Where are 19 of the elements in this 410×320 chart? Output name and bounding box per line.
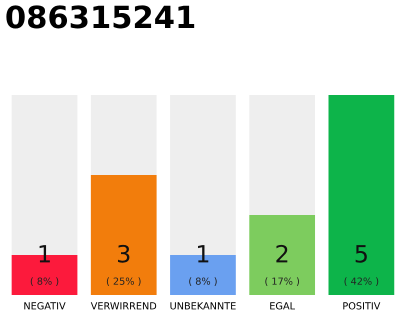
data-label: 5 bbox=[356, 245, 367, 263]
x-tick-label: POSITIV bbox=[343, 302, 380, 310]
chart-title: 086315241 bbox=[6, 5, 194, 28]
data-label: 2 bbox=[276, 244, 288, 262]
annotation: ( 25% ) bbox=[106, 277, 141, 286]
bar bbox=[90, 95, 157, 176]
x-tick-label: UNBEKANNTE bbox=[170, 302, 236, 310]
bar bbox=[249, 215, 316, 296]
bar bbox=[328, 95, 394, 296]
x-tick-label: VERWIRREND bbox=[90, 302, 156, 310]
bar bbox=[90, 175, 157, 296]
annotation: ( 8% ) bbox=[30, 277, 58, 286]
data-label: 3 bbox=[118, 244, 130, 263]
annotation: ( 8% ) bbox=[189, 277, 217, 286]
x-tick-label: NEGATIV bbox=[24, 302, 66, 310]
annotation: ( 17% ) bbox=[265, 277, 300, 286]
bar bbox=[249, 95, 316, 216]
x-tick-label: EGAL bbox=[270, 302, 295, 310]
annotation: ( 42% ) bbox=[344, 277, 378, 286]
